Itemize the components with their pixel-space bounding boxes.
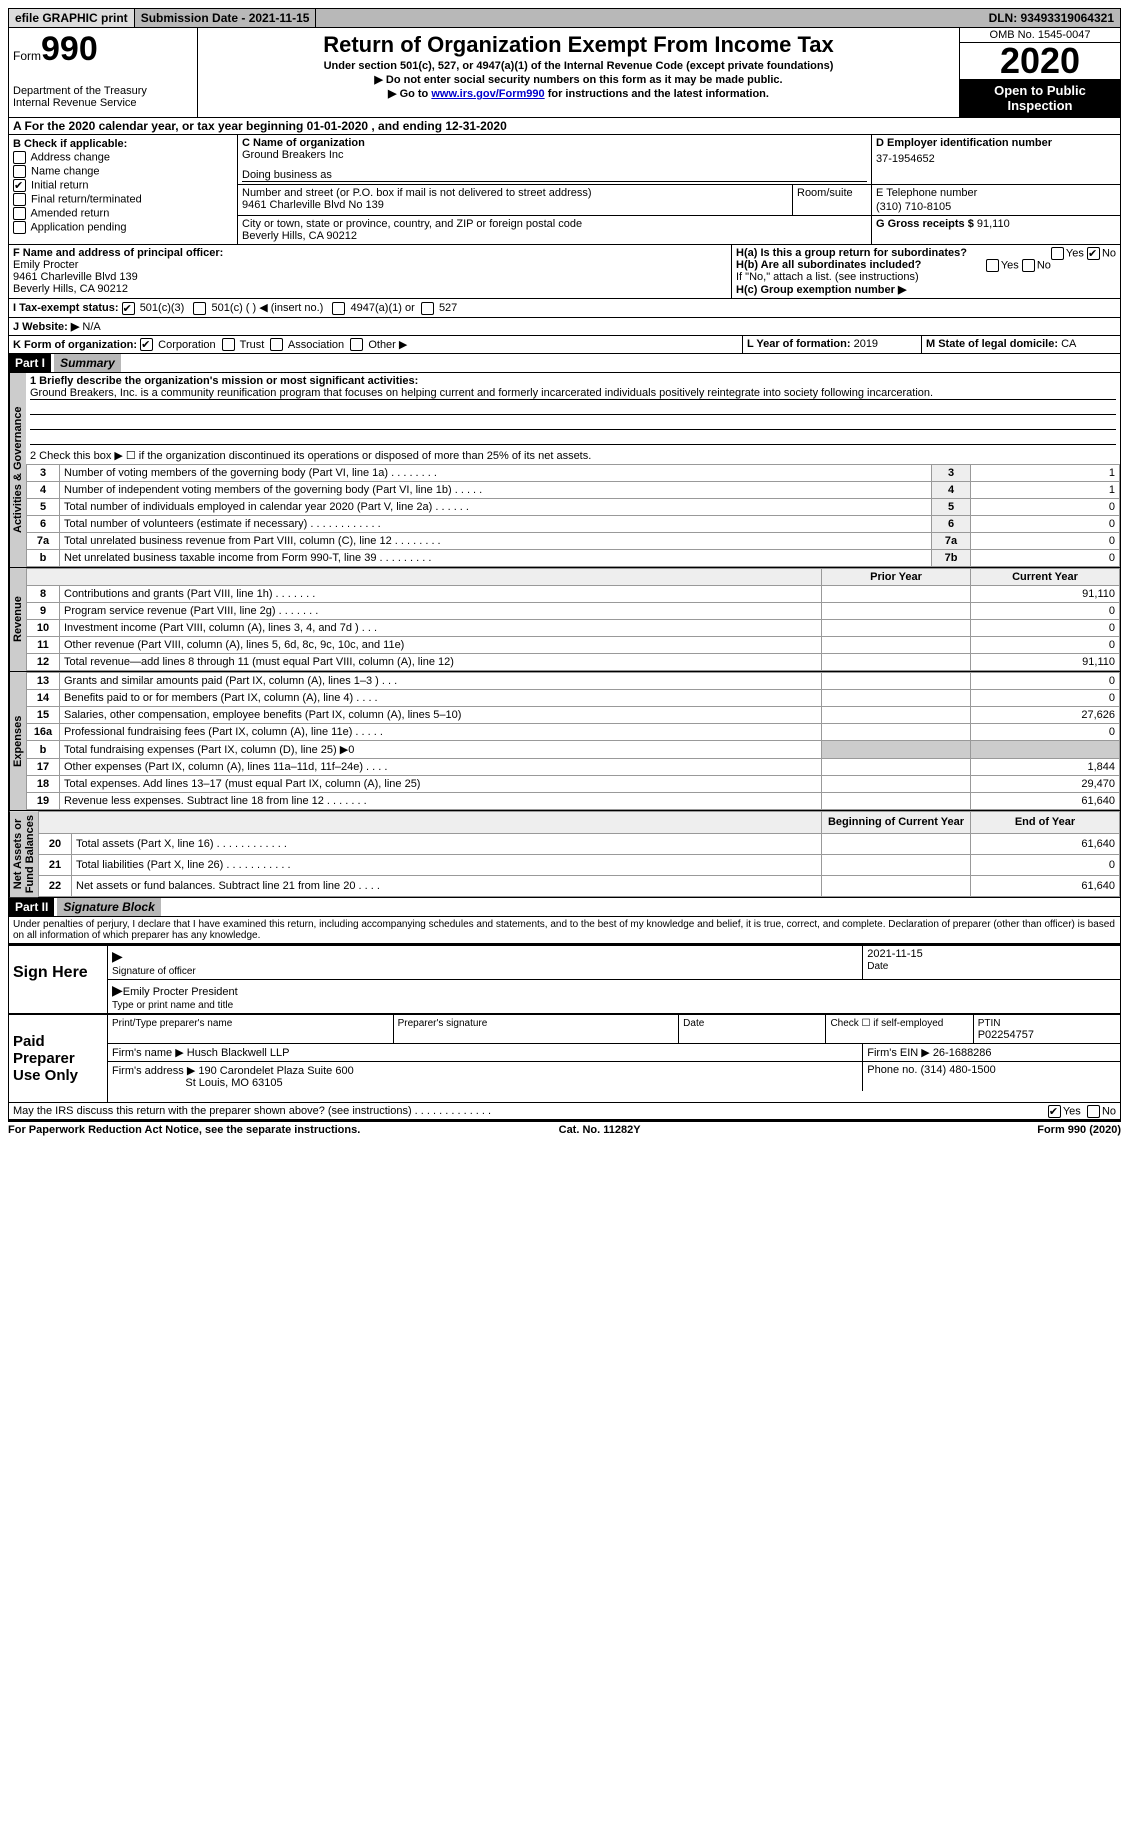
dln: DLN: 93493319064321 — [983, 9, 1120, 27]
discuss-yes-checkbox[interactable] — [1048, 1105, 1061, 1118]
part1-title: Summary — [54, 354, 121, 372]
dept-treasury: Department of the Treasury Internal Reve… — [13, 85, 193, 109]
revenue-table: Prior YearCurrent Year8Contributions and… — [26, 568, 1120, 671]
ha-yes-checkbox[interactable] — [1051, 247, 1064, 260]
form-title: Return of Organization Exempt From Incom… — [202, 32, 955, 58]
side-expenses: Expenses — [9, 672, 26, 810]
submission-date: Submission Date - 2021-11-15 — [135, 9, 317, 27]
netassets-table: Beginning of Current YearEnd of Year20To… — [38, 811, 1120, 897]
org-name: Ground Breakers Inc — [242, 149, 867, 161]
boxb-check-3[interactable] — [13, 193, 26, 206]
side-revenue: Revenue — [9, 568, 26, 671]
officer-name: Emily Procter — [13, 259, 78, 271]
perjury-text: Under penalties of perjury, I declare th… — [8, 917, 1121, 944]
mission-text: Ground Breakers, Inc. is a community reu… — [30, 387, 1116, 400]
identity-block: B Check if applicable: Address change Na… — [8, 135, 1121, 245]
firm-addr2: St Louis, MO 63105 — [185, 1077, 282, 1089]
side-governance: Activities & Governance — [9, 373, 26, 567]
boxb-check-0[interactable] — [13, 151, 26, 164]
box-b-label: B Check if applicable: — [13, 138, 233, 150]
tax-year: 2020 — [960, 43, 1120, 79]
city-state-zip: Beverly Hills, CA 90212 — [242, 230, 867, 242]
sign-here-block: Sign Here ▶Signature of officer 2021-11-… — [8, 944, 1121, 1014]
open-public: Open to Public Inspection — [960, 79, 1120, 117]
side-netassets: Net Assets or Fund Balances — [9, 811, 38, 897]
firm-addr1: 190 Carondelet Plaza Suite 600 — [198, 1065, 353, 1077]
ptin: P02254757 — [978, 1029, 1034, 1041]
form-label: Form — [13, 49, 41, 63]
501c3-checkbox[interactable] — [122, 302, 135, 315]
discuss-no-checkbox[interactable] — [1087, 1105, 1100, 1118]
boxb-check-4[interactable] — [13, 207, 26, 220]
boxb-check-5[interactable] — [13, 221, 26, 234]
part2-header: Part II — [9, 898, 54, 916]
officer-block: F Name and address of principal officer:… — [8, 245, 1121, 299]
hb-yes-checkbox[interactable] — [986, 259, 999, 272]
ha-no-checkbox[interactable] — [1087, 247, 1100, 260]
dba-label: Doing business as — [242, 169, 867, 182]
sign-date: 2021-11-15 — [867, 948, 922, 960]
page-footer: For Paperwork Reduction Act Notice, see … — [8, 1120, 1121, 1136]
form-number: 990 — [41, 30, 98, 68]
top-bar: efile GRAPHIC print Submission Date - 20… — [8, 8, 1121, 28]
part1-header: Part I — [9, 354, 51, 372]
hb-no-checkbox[interactable] — [1022, 259, 1035, 272]
ein: 37-1954652 — [876, 153, 1116, 165]
gross-receipts: 91,110 — [977, 218, 1010, 230]
year-formation: 2019 — [854, 338, 878, 350]
state-domicile: CA — [1061, 338, 1076, 350]
section-a: A For the 2020 calendar year, or tax yea… — [8, 118, 1121, 135]
firm-name: Husch Blackwell LLP — [187, 1047, 290, 1059]
governance-table: 3Number of voting members of the governi… — [26, 464, 1120, 567]
corp-checkbox[interactable] — [140, 338, 153, 351]
form-header: Form990 Department of the Treasury Inter… — [8, 28, 1121, 118]
subtitle-2: ▶ Do not enter social security numbers o… — [202, 73, 955, 86]
boxb-check-1[interactable] — [13, 165, 26, 178]
street-address: 9461 Charleville Blvd No 139 — [242, 199, 788, 211]
paid-preparer-block: Paid Preparer Use Only Print/Type prepar… — [8, 1014, 1121, 1103]
box-e-label: E Telephone number — [876, 187, 1116, 199]
boxb-check-2[interactable] — [13, 179, 26, 192]
expenses-table: 13Grants and similar amounts paid (Part … — [26, 672, 1120, 810]
efile-print-button[interactable]: efile GRAPHIC print — [9, 9, 135, 27]
subtitle-1: Under section 501(c), 527, or 4947(a)(1)… — [202, 60, 955, 72]
box-d-label: D Employer identification number — [876, 137, 1116, 149]
irs-link[interactable]: www.irs.gov/Form990 — [431, 88, 544, 100]
officer-sign-name: Emily Procter President — [123, 986, 238, 998]
website: N/A — [82, 321, 100, 333]
firm-phone: (314) 480-1500 — [920, 1064, 995, 1076]
part2-title: Signature Block — [57, 898, 160, 916]
firm-ein: 26-1688286 — [933, 1047, 992, 1059]
telephone: (310) 710-8105 — [876, 201, 1116, 213]
